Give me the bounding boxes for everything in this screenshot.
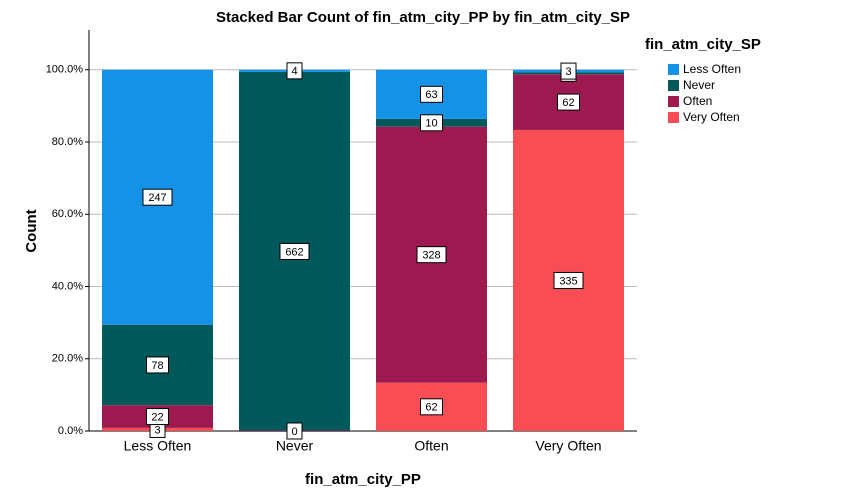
- data-label: 3: [565, 66, 571, 78]
- y-tick-label: 20.0%: [52, 353, 83, 365]
- label-box: [286, 62, 303, 80]
- label-box: [420, 398, 443, 416]
- y-tick-label: 100.0%: [46, 64, 84, 76]
- label-box: [146, 408, 169, 426]
- data-label: 22: [151, 411, 163, 423]
- legend-label: Never: [683, 78, 715, 92]
- y-axis-label: Count: [23, 209, 40, 252]
- legend-swatch: [668, 96, 679, 107]
- legend-swatch: [668, 112, 679, 123]
- y-tick-label: 0.0%: [58, 425, 83, 437]
- legend-title: fin_atm_city_SP: [645, 36, 761, 53]
- x-tick-label: Very Often: [535, 438, 601, 454]
- data-label: 10: [425, 118, 437, 130]
- label-box: [560, 62, 577, 80]
- legend-label: Very Often: [683, 110, 740, 124]
- legend-swatch: [668, 64, 679, 75]
- legend-label: Often: [683, 94, 712, 108]
- x-axis-label: fin_atm_city_PP: [305, 471, 421, 488]
- chart-title: Stacked Bar Count of fin_atm_city_PP by …: [216, 9, 630, 26]
- label-box: [420, 114, 443, 132]
- data-label: 62: [562, 97, 574, 109]
- data-label: 328: [422, 250, 440, 262]
- legend-swatch: [668, 80, 679, 91]
- x-tick-label: Often: [414, 438, 448, 454]
- label-box: [553, 271, 584, 289]
- label-box: [142, 188, 173, 206]
- label-box: [286, 422, 303, 440]
- label-box: [416, 246, 447, 264]
- legend-label: Less Often: [683, 62, 741, 76]
- data-label: 62: [425, 402, 437, 414]
- x-tick-label: Less Often: [124, 438, 192, 454]
- y-tick-label: 40.0%: [52, 280, 83, 292]
- x-tick-label: Never: [276, 438, 314, 454]
- data-label: 78: [151, 360, 163, 372]
- data-label: 662: [285, 246, 303, 258]
- label-box: [146, 356, 169, 374]
- label-box: [279, 242, 310, 260]
- data-label: 3: [154, 424, 160, 436]
- label-box: [420, 85, 443, 103]
- label-box: [557, 93, 580, 111]
- data-label: 63: [425, 89, 437, 101]
- y-tick-label: 60.0%: [52, 208, 83, 220]
- data-label: 335: [559, 275, 577, 287]
- data-label: 4: [291, 66, 297, 78]
- data-label: 0: [291, 426, 297, 438]
- data-label: 247: [148, 192, 166, 204]
- y-tick-label: 80.0%: [52, 136, 83, 148]
